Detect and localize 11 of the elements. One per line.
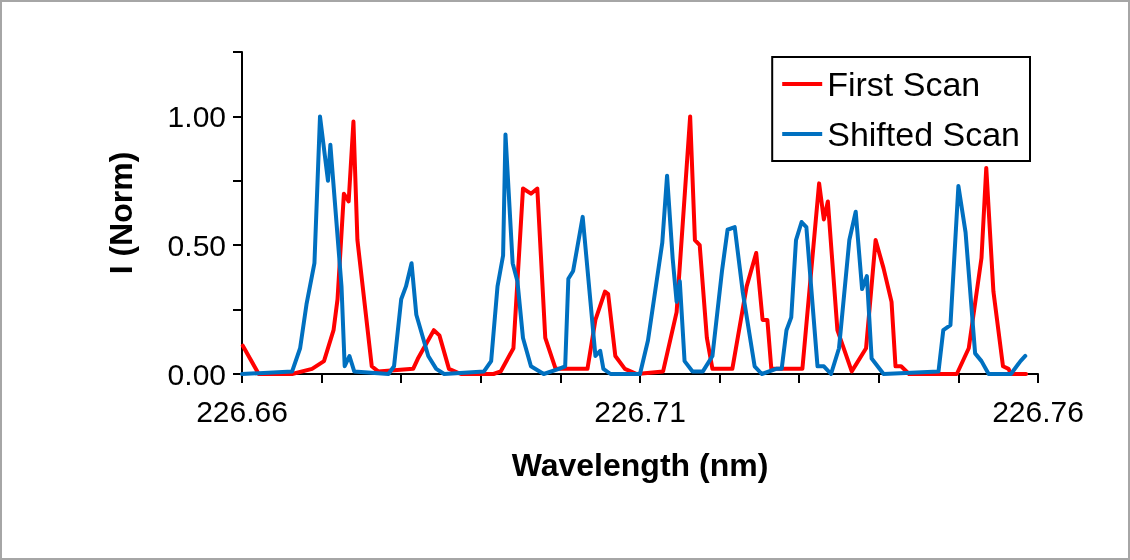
legend-label: Shifted Scan: [827, 115, 1020, 153]
y-tick-label: 1.00: [167, 99, 226, 133]
y-tick-label: 0.00: [167, 357, 226, 391]
y-axis-title: I (Norm): [103, 151, 139, 275]
x-tick-label: 226.66: [196, 394, 288, 428]
line-series: [240, 114, 1029, 376]
legend-label: First Scan: [827, 65, 981, 103]
x-tick-label: 226.76: [992, 394, 1084, 428]
x-axis-title: Wavelength (nm): [511, 447, 769, 483]
y-tick-label: 0.50: [167, 228, 226, 262]
x-tick-label: 226.71: [594, 394, 686, 428]
